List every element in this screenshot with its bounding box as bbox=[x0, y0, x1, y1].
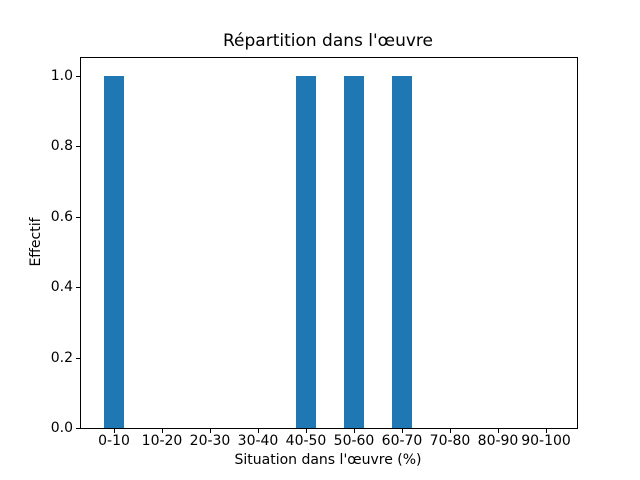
y-tick-mark bbox=[76, 428, 81, 429]
x-axis-label: Situation dans l'œuvre (%) bbox=[234, 452, 422, 468]
bar-40-50 bbox=[296, 75, 316, 428]
x-tick-mark bbox=[402, 428, 403, 433]
bar-0-10 bbox=[104, 75, 124, 428]
y-tick-mark bbox=[76, 146, 81, 148]
y-tick-label: 1.0 bbox=[50, 67, 73, 84]
x-tick-label: 40-50 bbox=[285, 433, 327, 449]
x-tick-mark bbox=[258, 428, 259, 433]
x-tick-mark bbox=[210, 428, 211, 433]
y-tick-label: 0.2 bbox=[50, 349, 73, 366]
x-tick-mark bbox=[306, 428, 307, 433]
x-tick-label: 80-90 bbox=[477, 433, 519, 449]
bar-60-70 bbox=[392, 75, 412, 428]
x-tick-label: 70-80 bbox=[429, 433, 471, 449]
x-tick-label: 90-100 bbox=[521, 433, 571, 449]
y-tick-mark bbox=[76, 287, 81, 289]
chart-title: Répartition dans l'œuvre bbox=[222, 31, 433, 51]
x-tick-label: 10-20 bbox=[141, 433, 183, 449]
x-tick-mark bbox=[450, 428, 451, 433]
y-tick-label: 0.6 bbox=[50, 208, 73, 225]
x-tick-label: 30-40 bbox=[237, 433, 279, 449]
x-tick-mark bbox=[498, 428, 499, 433]
y-tick-label: 0.4 bbox=[50, 279, 73, 296]
x-tick-mark bbox=[114, 428, 115, 433]
x-tick-label: 60-70 bbox=[381, 433, 423, 449]
x-tick-label: 20-30 bbox=[189, 433, 231, 449]
y-axis-label: Effectif bbox=[28, 217, 44, 267]
x-tick-label: 0-10 bbox=[98, 433, 130, 449]
y-tick-label: 0.0 bbox=[50, 420, 73, 436]
y-tick-mark bbox=[76, 357, 81, 359]
x-tick-mark bbox=[354, 428, 355, 433]
x-tick-mark bbox=[162, 428, 163, 433]
y-tick-label: 0.8 bbox=[50, 138, 73, 155]
y-tick-mark bbox=[76, 216, 81, 218]
y-tick-mark bbox=[76, 75, 81, 77]
x-tick-label: 50-60 bbox=[333, 433, 375, 449]
x-tick-mark bbox=[546, 428, 547, 433]
bar-50-60 bbox=[344, 75, 364, 428]
plot-area: 0-10 10-20 20-30 30-40 40-50 50-60 60-70 70-80 8… bbox=[51, 57, 578, 449]
